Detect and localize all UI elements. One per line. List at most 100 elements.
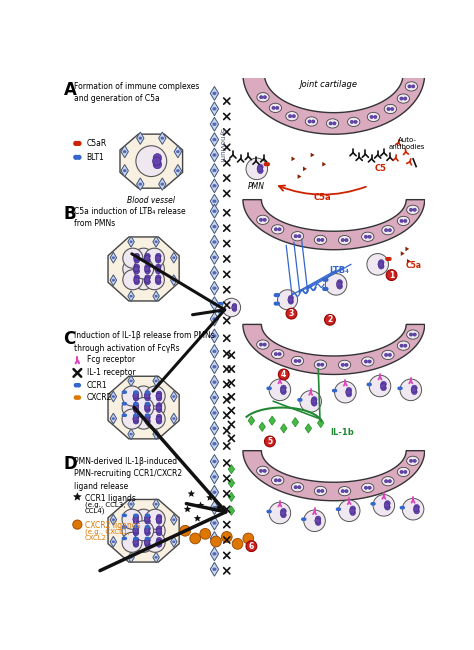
Polygon shape <box>215 504 223 511</box>
Ellipse shape <box>172 519 175 521</box>
Ellipse shape <box>155 380 158 382</box>
Polygon shape <box>228 478 235 488</box>
Text: CXCL2): CXCL2) <box>85 534 110 541</box>
Polygon shape <box>108 376 179 439</box>
Ellipse shape <box>112 256 115 259</box>
Ellipse shape <box>161 183 164 186</box>
Text: CXCR2 ligands: CXCR2 ligands <box>85 521 141 530</box>
Polygon shape <box>210 133 219 146</box>
Polygon shape <box>184 505 191 512</box>
Polygon shape <box>197 502 204 508</box>
Ellipse shape <box>405 82 418 91</box>
Ellipse shape <box>134 268 139 274</box>
Ellipse shape <box>133 419 139 424</box>
Polygon shape <box>108 237 179 301</box>
Circle shape <box>286 308 297 319</box>
Polygon shape <box>134 391 138 393</box>
Ellipse shape <box>176 169 180 172</box>
Ellipse shape <box>156 530 162 536</box>
Ellipse shape <box>269 103 282 112</box>
Circle shape <box>386 270 397 281</box>
Ellipse shape <box>384 504 390 510</box>
Ellipse shape <box>403 471 407 474</box>
Polygon shape <box>210 250 219 265</box>
Ellipse shape <box>280 387 286 393</box>
Ellipse shape <box>112 279 115 281</box>
Text: Formation of immune complexes
and generation of C5a: Formation of immune complexes and genera… <box>74 82 200 103</box>
Ellipse shape <box>346 387 352 393</box>
Ellipse shape <box>381 382 386 387</box>
Polygon shape <box>122 514 127 517</box>
Ellipse shape <box>378 261 383 267</box>
Polygon shape <box>108 499 179 562</box>
Ellipse shape <box>364 360 368 363</box>
Ellipse shape <box>212 380 217 384</box>
Polygon shape <box>210 406 219 420</box>
Ellipse shape <box>272 350 284 359</box>
Circle shape <box>269 379 291 400</box>
Ellipse shape <box>315 520 321 525</box>
Ellipse shape <box>129 240 133 243</box>
Ellipse shape <box>407 330 419 339</box>
Ellipse shape <box>134 257 139 263</box>
Ellipse shape <box>292 356 304 365</box>
Polygon shape <box>274 294 279 296</box>
Circle shape <box>180 525 191 536</box>
Circle shape <box>221 532 232 542</box>
Polygon shape <box>188 490 195 497</box>
Circle shape <box>123 248 143 268</box>
Ellipse shape <box>413 333 416 336</box>
Polygon shape <box>210 375 219 389</box>
Ellipse shape <box>384 105 397 114</box>
Ellipse shape <box>212 426 217 430</box>
Ellipse shape <box>346 389 351 395</box>
Ellipse shape <box>413 506 419 512</box>
Circle shape <box>243 533 254 544</box>
Circle shape <box>145 509 165 529</box>
Polygon shape <box>134 414 138 417</box>
Polygon shape <box>292 417 299 427</box>
Polygon shape <box>210 500 219 515</box>
Ellipse shape <box>272 106 275 109</box>
Polygon shape <box>122 402 127 405</box>
Polygon shape <box>171 391 177 402</box>
Polygon shape <box>371 502 375 505</box>
Polygon shape <box>401 506 404 509</box>
Circle shape <box>246 541 257 552</box>
Circle shape <box>246 158 267 179</box>
Ellipse shape <box>294 359 297 363</box>
Ellipse shape <box>145 405 150 410</box>
Ellipse shape <box>145 530 150 536</box>
Ellipse shape <box>315 518 320 523</box>
Ellipse shape <box>133 405 138 410</box>
Ellipse shape <box>274 227 278 231</box>
Circle shape <box>134 398 154 417</box>
Polygon shape <box>153 429 159 439</box>
Ellipse shape <box>314 360 327 369</box>
Ellipse shape <box>288 297 293 302</box>
Ellipse shape <box>156 405 162 410</box>
Text: Induction of IL-1β release from PMNs
through activation of FcγRs: Induction of IL-1β release from PMNs thr… <box>74 332 215 353</box>
Text: IL-1b: IL-1b <box>330 428 354 437</box>
Polygon shape <box>333 389 337 392</box>
Ellipse shape <box>403 219 407 222</box>
Polygon shape <box>206 494 213 500</box>
Ellipse shape <box>212 365 217 369</box>
Polygon shape <box>128 376 134 386</box>
Ellipse shape <box>212 200 217 203</box>
Ellipse shape <box>134 255 139 261</box>
Ellipse shape <box>145 393 150 398</box>
Ellipse shape <box>212 460 217 463</box>
Ellipse shape <box>408 84 411 88</box>
Polygon shape <box>174 146 182 158</box>
Polygon shape <box>228 465 235 474</box>
Text: LTB₄: LTB₄ <box>329 266 349 275</box>
Text: Synovium: Synovium <box>219 129 224 163</box>
Ellipse shape <box>212 255 217 259</box>
Ellipse shape <box>311 120 315 123</box>
Ellipse shape <box>176 150 180 153</box>
Ellipse shape <box>133 517 138 522</box>
Polygon shape <box>146 414 149 417</box>
Ellipse shape <box>384 229 388 232</box>
Ellipse shape <box>349 508 355 514</box>
